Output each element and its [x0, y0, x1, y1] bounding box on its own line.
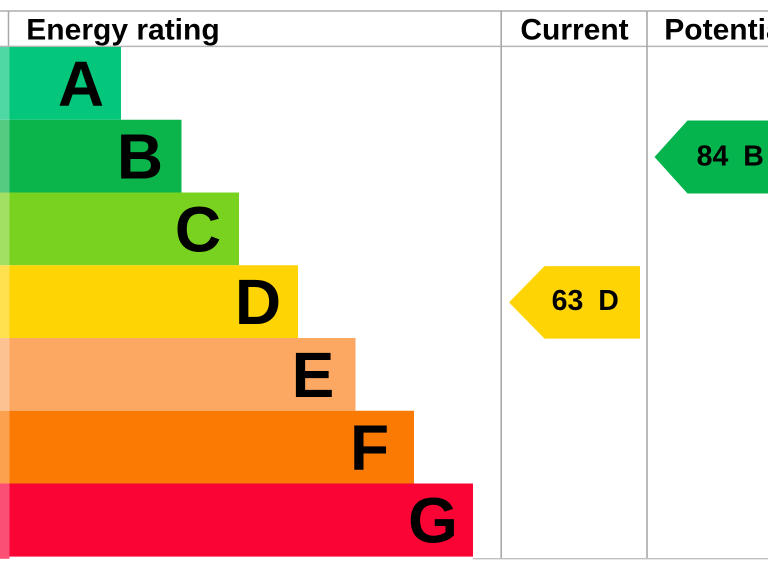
svg-text:E: E — [292, 339, 335, 411]
svg-text:F: F — [350, 412, 389, 484]
svg-text:Current: Current — [520, 14, 628, 47]
svg-text:63: 63 — [552, 285, 584, 317]
svg-text:D: D — [235, 266, 281, 338]
svg-text:B: B — [743, 140, 764, 172]
svg-text:Energy rating: Energy rating — [26, 14, 219, 47]
svg-text:A: A — [58, 48, 104, 120]
svg-text:D: D — [598, 285, 619, 317]
svg-text:C: C — [175, 193, 221, 265]
svg-text:Potential: Potential — [664, 14, 768, 47]
svg-text:G: G — [408, 484, 458, 556]
svg-text:B: B — [117, 121, 163, 193]
svg-text:84: 84 — [697, 140, 729, 172]
